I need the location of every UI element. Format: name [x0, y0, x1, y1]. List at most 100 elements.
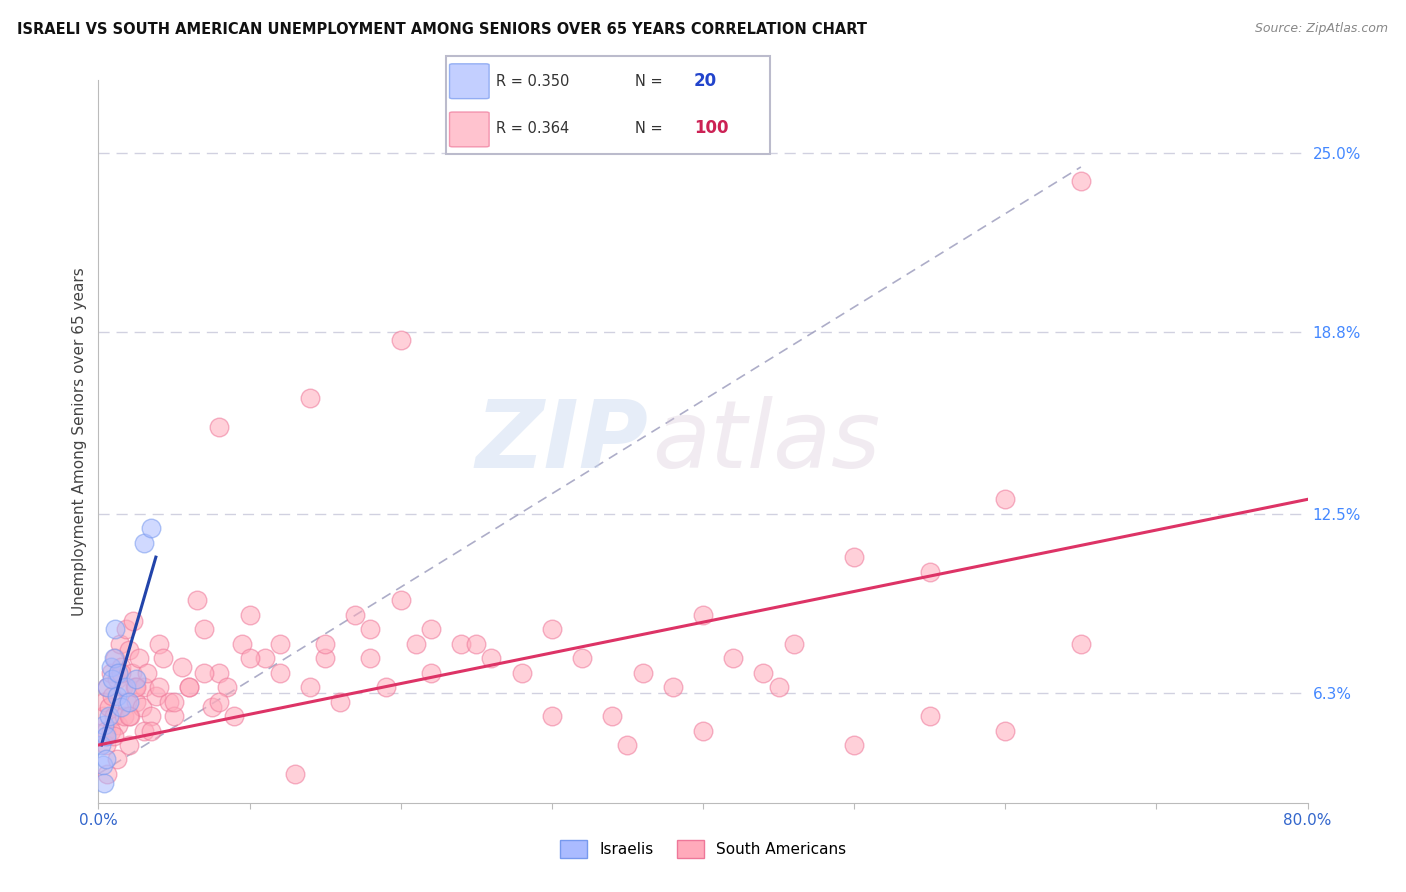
Point [100, 660, 122, 674]
Point [93, 775, 115, 789]
Point [224, 709, 246, 723]
Point [132, 535, 155, 549]
Point [481, 651, 503, 665]
Point [104, 651, 127, 665]
Text: R = 0.350: R = 0.350 [496, 74, 569, 88]
Point [239, 607, 262, 622]
Point [125, 680, 148, 694]
Point [540, 623, 562, 637]
Point [193, 623, 215, 637]
Point [104, 623, 127, 637]
Point [299, 391, 322, 405]
Point [141, 723, 163, 738]
Point [269, 665, 291, 680]
Point [510, 665, 533, 680]
Point [114, 680, 136, 694]
Point [344, 607, 367, 622]
Point [98, 709, 121, 723]
Point [631, 665, 654, 680]
Point [179, 680, 201, 694]
Point [314, 651, 336, 665]
Point [110, 660, 132, 674]
Point [329, 695, 352, 709]
Point [208, 695, 231, 709]
Point [100, 665, 122, 680]
Point [132, 723, 155, 738]
Point [107, 718, 129, 732]
Point [571, 651, 593, 665]
Point [96, 767, 118, 781]
Point [128, 651, 150, 665]
Point [465, 637, 488, 651]
Point [1070, 637, 1092, 651]
Point [186, 593, 208, 607]
Point [141, 709, 163, 723]
Legend: Israelis, South Americans: Israelis, South Americans [554, 834, 852, 863]
Point [208, 665, 231, 680]
Point [994, 723, 1017, 738]
Point [107, 665, 129, 680]
Point [135, 665, 157, 680]
Point [768, 680, 790, 694]
FancyBboxPatch shape [450, 64, 489, 99]
Point [692, 723, 714, 738]
Point [420, 665, 443, 680]
Point [103, 651, 125, 665]
Point [115, 695, 138, 709]
Point [844, 550, 866, 565]
Point [994, 492, 1017, 507]
Point [111, 680, 134, 694]
Point [661, 680, 683, 694]
Point [239, 651, 262, 665]
Point [118, 738, 141, 752]
Point [201, 700, 224, 714]
Point [101, 689, 124, 703]
Point [208, 420, 231, 434]
Point [105, 672, 128, 686]
Point [110, 700, 132, 714]
Point [125, 695, 148, 709]
Point [170, 660, 193, 674]
Point [105, 752, 128, 766]
Point [602, 709, 624, 723]
Point [118, 642, 141, 657]
Text: R = 0.364: R = 0.364 [496, 121, 569, 136]
Point [122, 614, 145, 628]
Point [145, 689, 167, 703]
Point [540, 709, 562, 723]
Point [253, 651, 276, 665]
Point [94, 752, 117, 766]
Text: 20: 20 [695, 72, 717, 90]
Point [231, 637, 253, 651]
Point [215, 680, 238, 694]
Point [121, 665, 143, 680]
Point [94, 729, 117, 743]
Point [179, 680, 201, 694]
Point [193, 665, 215, 680]
Point [96, 680, 118, 694]
Point [101, 672, 124, 686]
Point [389, 334, 412, 348]
Point [103, 729, 125, 743]
Point [314, 637, 336, 651]
FancyBboxPatch shape [446, 55, 770, 154]
Point [163, 709, 186, 723]
Point [374, 680, 396, 694]
Point [389, 593, 412, 607]
Point [90, 738, 112, 752]
Point [118, 695, 141, 709]
Point [752, 665, 775, 680]
Point [91, 709, 114, 723]
Point [360, 651, 382, 665]
Point [420, 623, 443, 637]
Point [105, 689, 128, 703]
Point [918, 709, 941, 723]
Point [112, 709, 135, 723]
Point [118, 709, 141, 723]
Point [93, 718, 115, 732]
Point [159, 695, 181, 709]
Text: N =: N = [634, 121, 666, 136]
Text: ISRAELI VS SOUTH AMERICAN UNEMPLOYMENT AMONG SENIORS OVER 65 YEARS CORRELATION C: ISRAELI VS SOUTH AMERICAN UNEMPLOYMENT A… [17, 22, 868, 37]
Point [103, 709, 125, 723]
Point [94, 723, 117, 738]
